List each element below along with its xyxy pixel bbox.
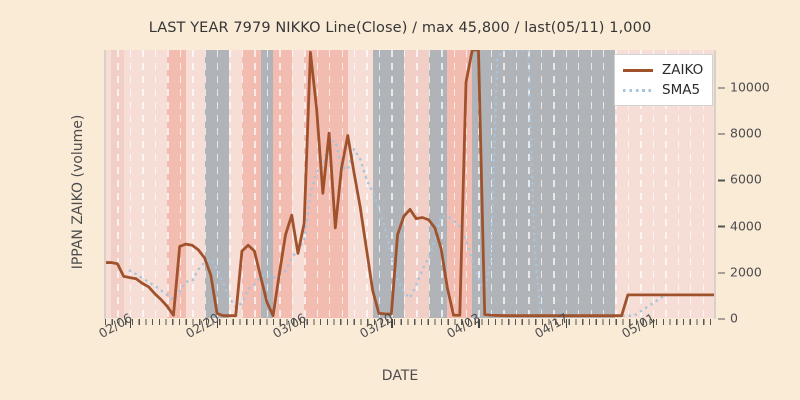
gridline — [665, 50, 667, 318]
gridline — [627, 50, 630, 318]
x-axis-major-tick — [129, 319, 132, 328]
gridline — [279, 50, 281, 318]
y-axis-tick-label: 8000 — [718, 126, 762, 141]
gridline — [428, 50, 431, 318]
gridline — [490, 50, 493, 318]
gridline — [528, 50, 530, 318]
legend-swatch-sma5-icon — [623, 84, 653, 96]
y-axis-tick-label: 4000 — [718, 218, 762, 233]
x-axis-minor-ticks — [105, 319, 715, 325]
gridline — [291, 50, 294, 318]
x-axis-major-tick — [652, 319, 655, 328]
background-band — [229, 50, 242, 318]
gridline — [553, 50, 555, 318]
background-band — [105, 50, 112, 318]
gridline — [515, 50, 518, 318]
chart-legend: ZAIKO SMA5 — [614, 54, 714, 106]
gridline — [702, 50, 704, 318]
gridline — [391, 50, 393, 318]
x-axis-major-tick — [391, 319, 393, 328]
y-axis-tick-label: 2000 — [718, 264, 762, 279]
gridline — [441, 50, 443, 318]
gridline — [578, 50, 580, 318]
gridline — [453, 50, 455, 318]
gridline — [478, 50, 480, 318]
legend-label-zaiko: ZAIKO — [662, 62, 704, 78]
axis-spine-right — [714, 50, 716, 319]
gridline — [366, 50, 368, 318]
gridline — [416, 50, 418, 318]
x-axis-major-tick — [565, 319, 567, 328]
y-axis-label: IPPAN ZAIKO (volume) — [70, 114, 86, 270]
x-axis-major-tick — [217, 319, 219, 328]
gridline — [652, 50, 655, 318]
background-band — [273, 50, 292, 318]
background-band — [167, 50, 186, 318]
y-axis-tick-label: 10000 — [718, 79, 770, 94]
gridline — [229, 50, 231, 318]
gridline — [590, 50, 592, 318]
gridline — [565, 50, 567, 318]
gridline — [117, 50, 119, 318]
gridline — [154, 50, 157, 318]
gridline — [316, 50, 319, 318]
x-axis-major-tick — [304, 319, 306, 328]
plot-area — [105, 50, 715, 318]
gridline — [540, 50, 543, 318]
gridline — [204, 50, 206, 318]
y-axis-tick-label: 6000 — [718, 172, 762, 187]
gridline — [341, 50, 343, 318]
gridline — [241, 50, 244, 318]
gridline — [615, 50, 617, 318]
background-band — [241, 50, 261, 318]
gridline — [466, 50, 468, 318]
x-axis-label: DATE — [381, 368, 419, 384]
legend-swatch-zaiko-icon — [623, 64, 653, 76]
legend-item-zaiko: ZAIKO — [623, 61, 703, 79]
gridline — [167, 50, 169, 318]
background-band — [372, 50, 404, 318]
gridline — [378, 50, 381, 318]
gridline — [254, 50, 256, 318]
gridline — [266, 50, 269, 318]
gridline — [690, 50, 692, 318]
chart-title: LAST YEAR 7979 NIKKO Line(Close) / max 4… — [148, 20, 652, 36]
vertical-gridlines — [105, 50, 715, 318]
gridline — [192, 50, 194, 318]
gridline — [640, 50, 642, 318]
gridline — [329, 50, 331, 318]
x-axis-major-tick — [478, 319, 480, 328]
gridline — [217, 50, 219, 318]
gridline — [602, 50, 605, 318]
series-line-zaiko — [105, 50, 715, 318]
background-band — [403, 50, 429, 318]
gridline — [403, 50, 406, 318]
legend-label-sma5: SMA5 — [662, 82, 701, 98]
axis-spine-left — [104, 50, 106, 319]
background-band — [291, 50, 305, 318]
series-container — [105, 50, 715, 318]
background-band — [490, 50, 616, 318]
gridline — [677, 50, 680, 318]
gridline — [129, 50, 132, 318]
legend-item-sma5: SMA5 — [623, 81, 703, 99]
gridline — [142, 50, 144, 318]
gridline — [503, 50, 505, 318]
y-axis-tick-label: 0 — [718, 311, 738, 326]
gridline — [179, 50, 182, 318]
